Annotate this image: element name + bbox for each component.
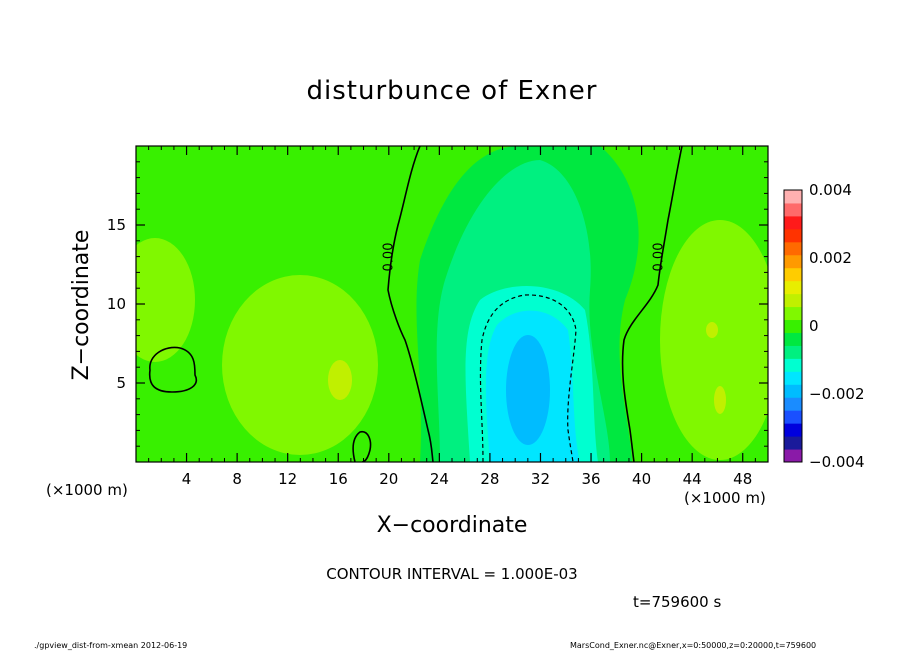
colorbar-swatch bbox=[784, 293, 802, 308]
negative-contour-dashed bbox=[479, 294, 577, 462]
y-tick-label: 5 bbox=[116, 374, 126, 392]
colorbar-swatch bbox=[784, 332, 802, 346]
x-tick-label: 44 bbox=[683, 470, 702, 488]
x-unit-label: (×1000 m) bbox=[684, 489, 766, 507]
colorbar-swatch bbox=[784, 371, 802, 385]
colorbar-swatch bbox=[784, 267, 802, 282]
zero-contour-right bbox=[621, 146, 683, 462]
footer-right: MarsCond_Exner.nc@Exner,x=0:50000,z=0:20… bbox=[570, 641, 817, 650]
colorbar-swatch bbox=[784, 215, 802, 230]
x-tick-label: 48 bbox=[733, 470, 752, 488]
y-tick-label: 10 bbox=[107, 295, 126, 313]
colorbar-swatch bbox=[784, 306, 802, 321]
colorbar-swatch bbox=[784, 319, 802, 333]
contour-interval: CONTOUR INTERVAL = 1.000E-03 bbox=[326, 565, 578, 583]
closed-contour-left bbox=[148, 346, 197, 393]
colorbar-swatch bbox=[784, 384, 802, 398]
colorbar-swatch bbox=[784, 228, 802, 243]
colorbar-swatch bbox=[784, 436, 802, 450]
colorbar-swatch bbox=[784, 397, 802, 411]
x-tick-label: 32 bbox=[531, 470, 550, 488]
colorbar-swatch bbox=[784, 449, 802, 463]
colorbar-tick-label: 0.004 bbox=[809, 181, 852, 199]
x-tick-label: 24 bbox=[430, 470, 449, 488]
colorbar-swatch bbox=[784, 241, 802, 256]
time-stamp: t=759600 s bbox=[633, 593, 722, 611]
positive-peak bbox=[706, 322, 718, 338]
colorbar-frame bbox=[783, 189, 803, 463]
colorbar-swatch bbox=[784, 345, 802, 359]
y-unit-label: (×1000 m) bbox=[46, 481, 128, 499]
positive-region bbox=[660, 220, 768, 460]
positive-region bbox=[222, 275, 378, 455]
colorbar-swatch bbox=[784, 190, 802, 204]
contour-label: 0.00 bbox=[382, 243, 397, 272]
colorbar-swatch bbox=[784, 423, 802, 437]
colorbar: 0.004 0.002 0 −0.002 −0.004 bbox=[783, 181, 865, 471]
x-tick-label: 28 bbox=[480, 470, 499, 488]
colorbar-swatch bbox=[784, 202, 802, 217]
footer-left: ./gpview_dist-from-xmean 2012-06-19 bbox=[34, 641, 188, 650]
zero-contour-left bbox=[387, 146, 434, 462]
y-tick-label: 15 bbox=[107, 216, 126, 234]
colorbar-swatch bbox=[784, 254, 802, 269]
positive-peak bbox=[328, 360, 352, 400]
y-axis: 5 10 15 bbox=[107, 161, 768, 447]
x-tick-label: 12 bbox=[278, 470, 297, 488]
negative-peak bbox=[506, 335, 550, 445]
x-tick-label: 40 bbox=[632, 470, 651, 488]
contour-labels: 0.00 0.00 bbox=[382, 243, 667, 272]
x-axis: 4 8 12 16 20 24 28 32 36 40 44 48 bbox=[148, 146, 756, 488]
x-tick-label: 16 bbox=[329, 470, 348, 488]
y-axis-label: Z−coordinate bbox=[69, 229, 94, 381]
chart-title: disturbunce of Exner bbox=[306, 76, 598, 106]
colorbar-swatch bbox=[784, 280, 802, 295]
x-tick-label: 4 bbox=[182, 470, 192, 488]
colorbar-tick-label: 0 bbox=[809, 317, 819, 335]
positive-peak bbox=[714, 386, 726, 414]
colorbar-tick-label: 0.002 bbox=[809, 249, 852, 267]
x-axis-label: X−coordinate bbox=[376, 513, 528, 538]
contour-lines bbox=[148, 146, 683, 462]
positive-region bbox=[136, 238, 195, 362]
colorbar-tick-label: −0.004 bbox=[809, 453, 865, 471]
field-fill bbox=[136, 146, 768, 462]
x-tick-label: 20 bbox=[379, 470, 398, 488]
x-tick-label: 8 bbox=[232, 470, 242, 488]
closed-contour-small bbox=[352, 430, 372, 462]
x-tick-label: 36 bbox=[581, 470, 600, 488]
colorbar-swatch bbox=[784, 410, 802, 424]
colorbar-swatch bbox=[784, 358, 802, 372]
contour-label: 0.00 bbox=[652, 243, 667, 272]
colorbar-tick-label: −0.002 bbox=[809, 385, 865, 403]
